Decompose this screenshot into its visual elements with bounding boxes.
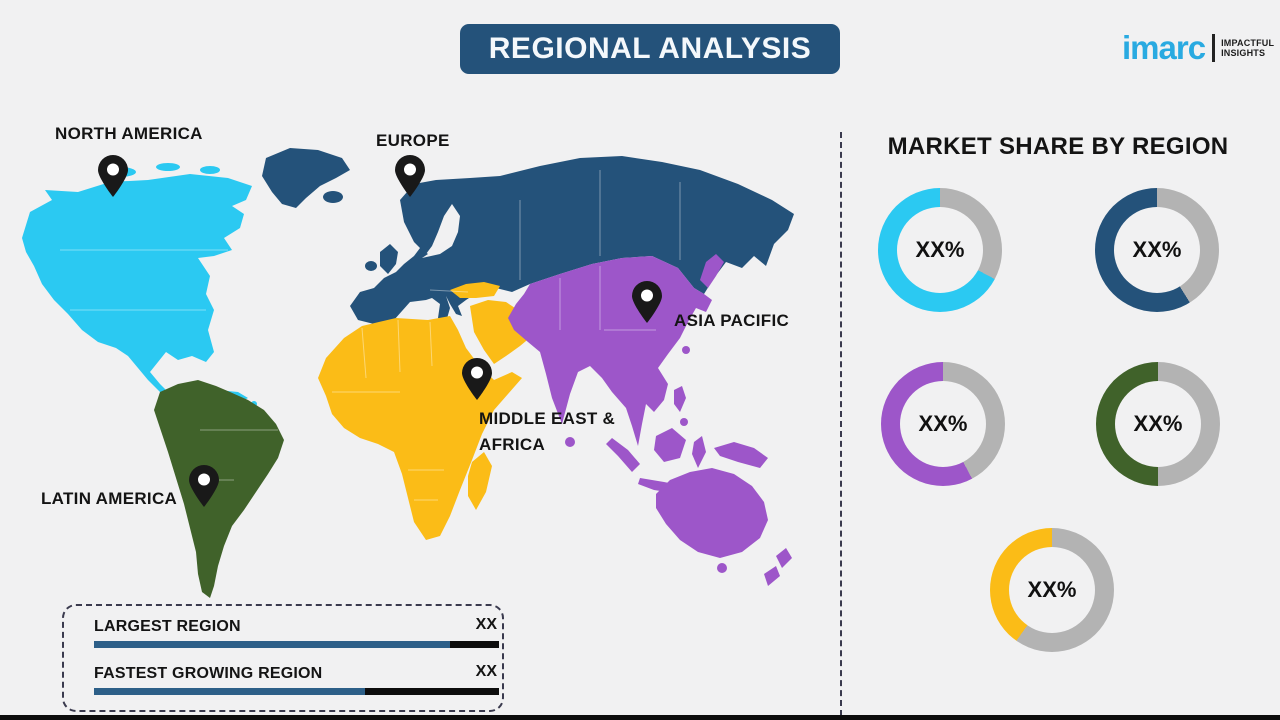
donut-asia-pacific: XX% — [881, 362, 1005, 486]
page-title: REGIONAL ANALYSIS — [488, 32, 812, 65]
region-latin-america — [154, 380, 284, 598]
stat-bar-rest — [365, 688, 499, 695]
stat-row-largest-region: LARGEST REGION XX — [94, 616, 499, 648]
brand-logo: imarc IMPACTFUL INSIGHTS — [1122, 28, 1274, 68]
brand-wordmark: imarc — [1122, 29, 1206, 66]
donut-north-america: XX% — [878, 188, 1002, 312]
pin-latin-america — [189, 465, 219, 507]
stat-bar-rest — [450, 641, 499, 648]
pin-middle-east-africa — [462, 358, 492, 400]
page-title-banner: REGIONAL ANALYSIS — [460, 24, 840, 74]
label-europe: EUROPE — [376, 131, 450, 150]
pin-north-america — [98, 155, 128, 197]
donut-middle-east-africa: XX% — [990, 528, 1114, 652]
logo-tagline-line1: IMPACTFUL — [1221, 38, 1275, 48]
stat-value: XX — [475, 616, 497, 633]
label-north-america: NORTH AMERICA — [55, 124, 203, 143]
stat-value: XX — [475, 663, 497, 680]
label-mea-line2: AFRICA — [479, 435, 546, 454]
label-latin-america: LATIN AMERICA — [41, 489, 178, 508]
stat-bar-fill — [94, 641, 451, 648]
donut-europe: XX% — [1095, 188, 1219, 312]
label-middle-east-africa: MIDDLE EAST & AFRICA — [479, 406, 639, 458]
panel-divider — [840, 132, 842, 716]
logo-divider — [1212, 34, 1216, 62]
stat-label: LARGEST REGION — [94, 618, 241, 635]
region-europe — [262, 148, 794, 324]
pin-europe — [395, 155, 425, 197]
label-mea-line1: MIDDLE EAST & — [479, 409, 616, 428]
region-stats-box: LARGEST REGION XX FASTEST GROWING REGION… — [62, 604, 504, 712]
donut-value: XX% — [1132, 237, 1182, 262]
stat-row-fastest-growing: FASTEST GROWING REGION XX — [94, 663, 499, 695]
bottom-rule — [0, 715, 1280, 720]
region-north-america — [22, 163, 257, 407]
stat-bar — [94, 641, 499, 648]
region-asia-pacific — [508, 254, 792, 586]
logo-tagline: IMPACTFUL INSIGHTS — [1221, 38, 1274, 58]
pin-asia-pacific — [632, 281, 662, 323]
stat-label: FASTEST GROWING REGION — [94, 665, 323, 682]
donut-value: XX% — [1133, 411, 1183, 436]
label-asia-pacific: ASIA PACIFIC — [674, 311, 790, 330]
stat-bar-fill — [94, 688, 366, 695]
donut-value: XX% — [918, 411, 968, 436]
donut-value: XX% — [915, 237, 965, 262]
market-share-title: MARKET SHARE BY REGION — [887, 133, 1229, 160]
stat-bar — [94, 688, 499, 695]
donut-latin-america: XX% — [1096, 362, 1220, 486]
donut-value: XX% — [1027, 577, 1077, 602]
logo-tagline-line2: INSIGHTS — [1221, 48, 1266, 58]
